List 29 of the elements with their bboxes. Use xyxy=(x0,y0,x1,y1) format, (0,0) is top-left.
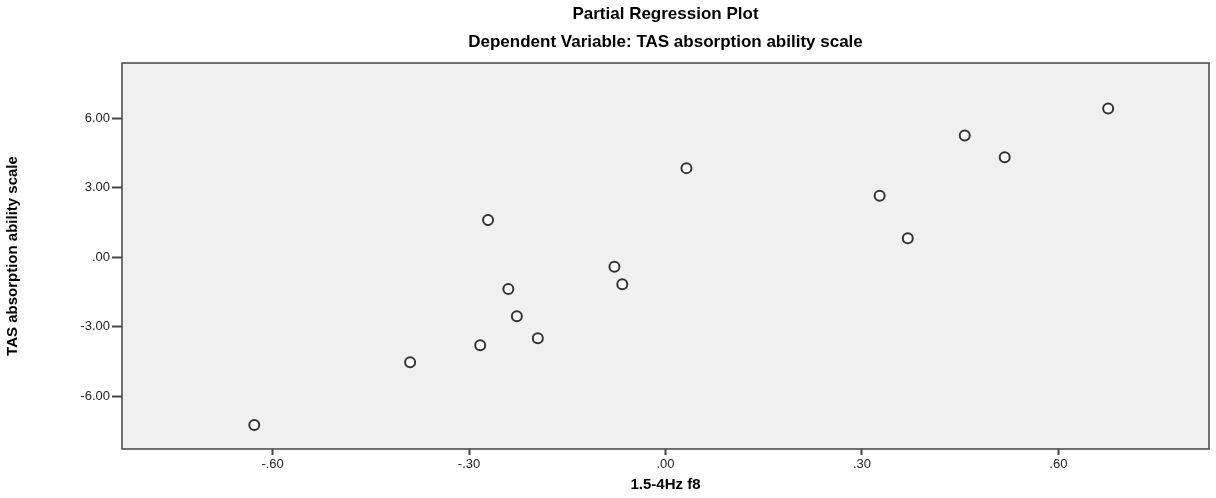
x-tick-label: .00 xyxy=(656,456,675,472)
point xyxy=(248,418,261,431)
y-tick-label: 3.00 xyxy=(84,179,110,195)
y-tick-label: -6.00 xyxy=(80,387,110,403)
point xyxy=(404,356,417,369)
point xyxy=(998,151,1011,164)
point xyxy=(510,310,523,323)
point xyxy=(474,339,487,352)
y-tick-label: .00 xyxy=(91,248,110,264)
point xyxy=(873,189,886,202)
point xyxy=(482,213,495,226)
point xyxy=(531,332,544,345)
chart-title: Partial Regression Plot xyxy=(572,3,759,23)
y-tick-label: 6.00 xyxy=(84,109,110,125)
point xyxy=(502,283,515,295)
x-tick-label: -.30 xyxy=(457,456,481,472)
x-tick-label: .60 xyxy=(1049,456,1068,472)
y-tick-label: -3.00 xyxy=(80,318,110,334)
point xyxy=(608,260,621,273)
x-tick-label: .30 xyxy=(852,456,871,472)
point xyxy=(958,129,971,142)
point xyxy=(616,278,629,291)
chart-subtitle: Dependent Variable: TAS absorption ability scale xyxy=(468,31,863,51)
point xyxy=(901,232,914,245)
y-axis-title: TAS absorption ability scale xyxy=(3,156,21,356)
x-tick-label: -.60 xyxy=(261,456,284,472)
x-axis-title: 1.5-4Hz f8 xyxy=(630,475,701,493)
point xyxy=(680,162,693,175)
point xyxy=(1102,102,1115,115)
